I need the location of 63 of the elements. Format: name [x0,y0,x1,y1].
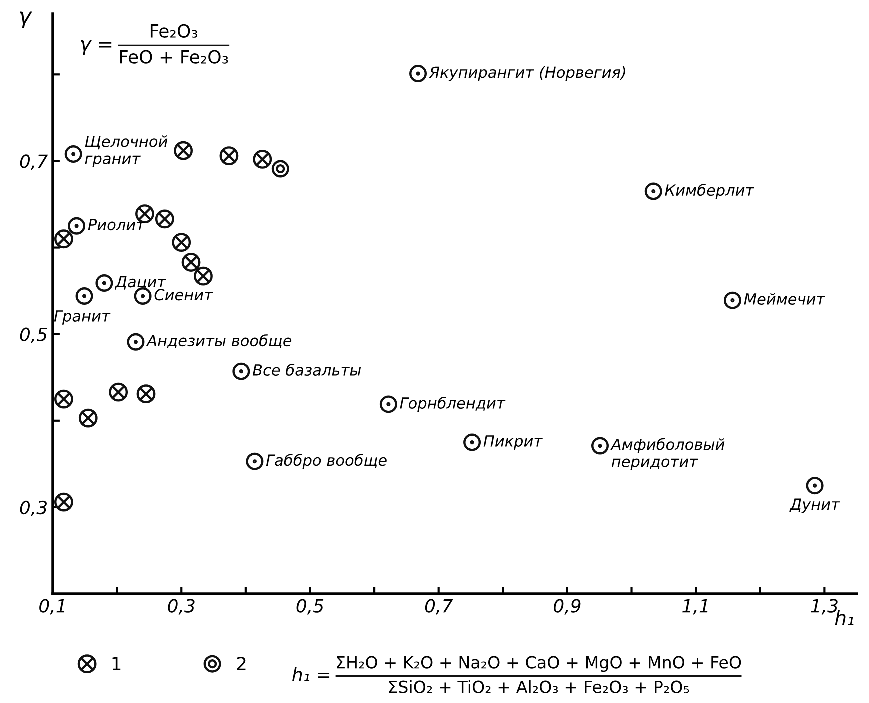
x-tick-label: 0,7 [425,599,454,615]
point [155,210,174,229]
point [592,437,609,455]
legend-label: 1 [112,657,121,670]
point [644,182,662,200]
annotation: Якупирангит (Норвегия) [429,66,626,82]
annotation: FeO + Fe₂O₃ [120,50,228,64]
point [109,382,128,402]
point [172,233,192,252]
text: ΣSiO₂ + TiO₂ + Al₂O₃ + Fe₂O₃ + P₂O₅ [389,680,690,694]
annotation: Андезиты вообще [146,334,292,348]
y-axis-title: γ [20,12,32,29]
point [194,266,213,286]
point [68,217,86,235]
y-tick-label: 0,3 [20,500,47,516]
point [253,150,272,169]
annotation: Щелочной гранит [85,136,168,168]
point [96,274,114,292]
point [136,384,156,404]
annotation: Fe₂O₃ [150,24,198,38]
point [64,146,82,164]
annotation: Горнблендит [400,396,506,412]
point [464,434,482,452]
point [76,288,94,306]
point [54,492,74,512]
point [182,253,201,272]
point [54,390,74,409]
annotation: Пикрит [484,436,543,450]
x-axis-title: h₁ [835,610,854,626]
annotation: Сиенит [154,289,214,301]
x-tick-label: 0,9 [554,599,581,615]
point [127,333,145,351]
annotation: γ = [81,40,112,56]
y-tick-label: 0,5 [20,328,48,344]
point [220,146,239,166]
x-tick-label: 0,1 [40,599,65,615]
annotation: Риолит [88,219,146,231]
point [54,230,74,249]
point [174,141,193,160]
point [272,160,290,178]
point [246,452,264,470]
text: ΣH₂O + K₂O + Na₂O + CaO + MgO + MnO + FeO [337,656,742,672]
annotation: Габбро вообще [266,454,387,470]
annotation: Амфиболовый перидотит [610,438,725,470]
annotation: Дунит [790,498,840,514]
annotation: Кимберлит [665,184,755,200]
point [78,408,98,428]
point [380,396,398,414]
point [410,65,428,83]
annotation: Все базальты [252,364,362,376]
x-tick-label: 1,1 [682,599,708,615]
y-tick-label: 0,7 [20,154,48,170]
legend-label: 2 [237,657,246,670]
annotation: Дацит [115,276,166,290]
text: h₁ = [292,668,330,682]
point [232,362,250,380]
x-tick-label: 1,3 [811,599,838,615]
x-tick-label: 0,3 [168,599,195,615]
annotation: Меймечит [744,293,826,306]
point [724,292,742,310]
annotation: Гранит [54,310,111,325]
x-tick-label: 0,5 [296,599,324,615]
point [806,477,824,495]
